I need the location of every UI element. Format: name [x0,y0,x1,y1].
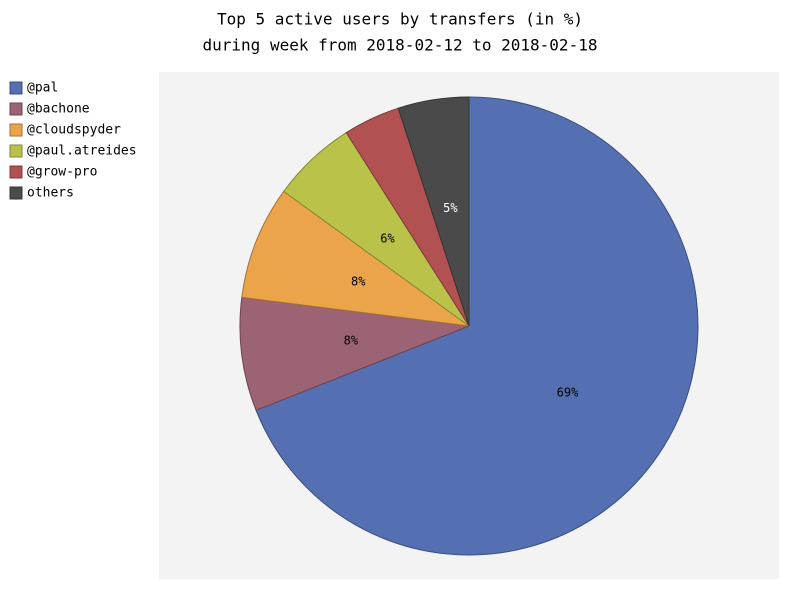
legend-label: @bachone [27,102,90,117]
legend-label: @grow-pro [27,165,97,180]
legend-swatch [9,186,23,200]
legend-swatch [9,81,23,95]
legend-swatch [9,165,23,179]
chart-subtitle: during week from 2018-02-12 to 2018-02-1… [203,36,598,55]
pie-slice [241,190,470,327]
legend-swatch [9,144,23,158]
legend-swatch [9,102,23,116]
value-label: 8% [351,275,366,289]
value-label: 6% [380,232,395,246]
value-label: 69% [557,385,579,399]
pie-slice [397,96,470,327]
value-label: 8% [344,333,359,347]
pie-slice [255,96,699,556]
legend-swatch [9,123,23,137]
legend-label: @pal [27,81,58,96]
legend-label: @cloudspyder [27,123,121,138]
chart-title: Top 5 active users by transfers (in %) [217,10,583,29]
legend-label: @paul.atreides [27,144,137,159]
pie-slice [239,296,470,411]
value-label: 5% [443,201,458,215]
legend-label: others [27,186,74,201]
